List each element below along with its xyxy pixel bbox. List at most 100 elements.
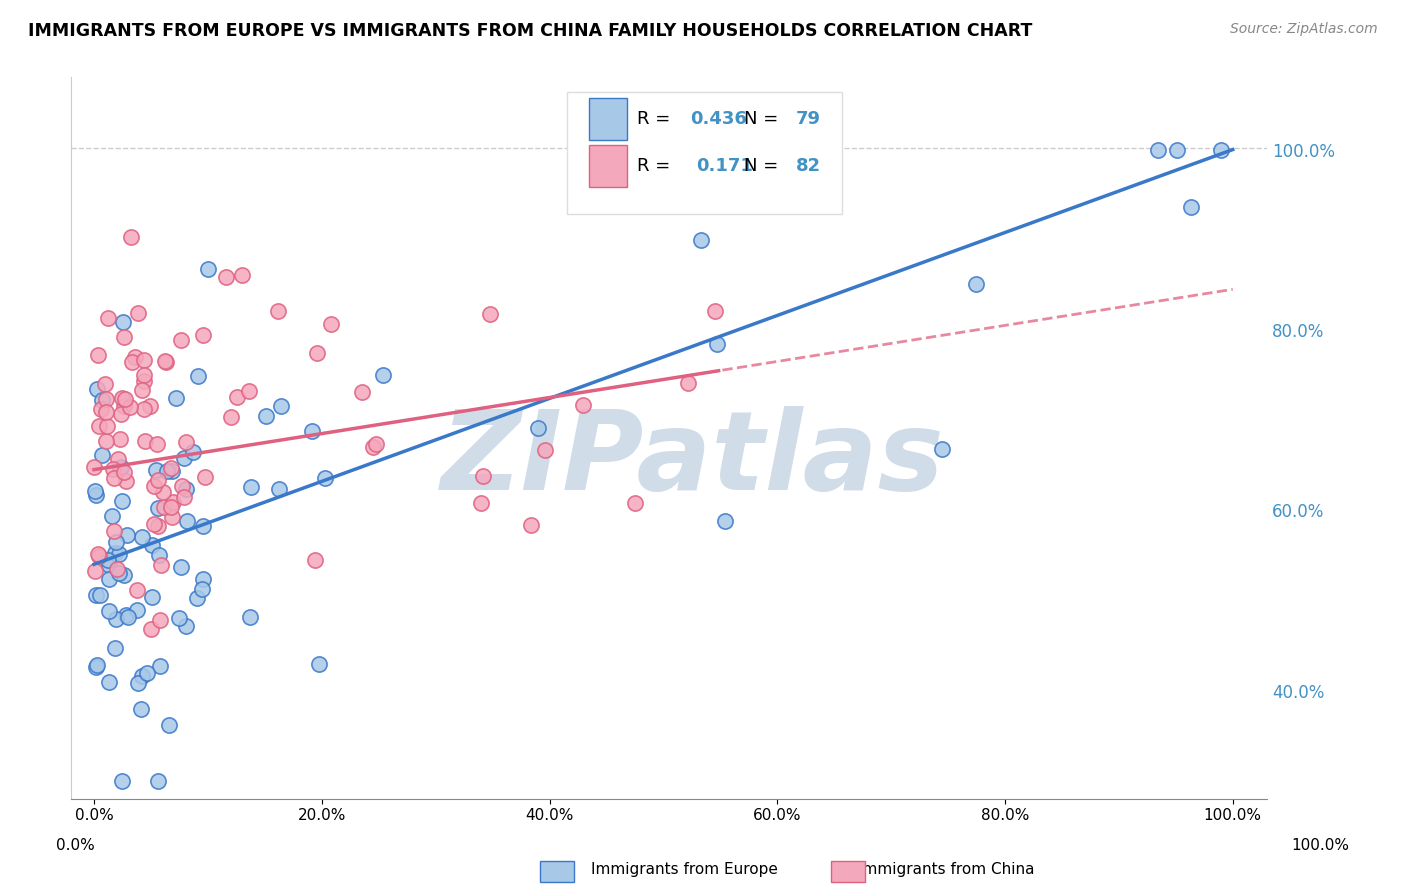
Point <box>87 419 110 434</box>
Point <box>96 404 118 418</box>
Point <box>87 348 110 362</box>
Point <box>111 391 134 405</box>
Point <box>194 470 217 484</box>
Point <box>108 461 131 475</box>
Text: 82: 82 <box>796 157 821 175</box>
Point <box>100 508 122 523</box>
Point <box>572 398 595 412</box>
Point <box>471 469 494 483</box>
Text: 79: 79 <box>796 110 821 128</box>
Point <box>173 490 195 504</box>
Point <box>98 572 121 586</box>
Point <box>219 410 242 425</box>
Point <box>127 676 149 690</box>
Point <box>135 665 157 680</box>
Point <box>713 514 735 528</box>
Point <box>103 471 125 485</box>
Point <box>131 702 153 716</box>
Point <box>120 230 142 244</box>
Point <box>84 484 107 499</box>
Point <box>148 773 170 788</box>
Point <box>364 437 387 451</box>
Point <box>131 669 153 683</box>
Point <box>110 460 132 475</box>
Point <box>108 547 131 561</box>
Text: 0.171: 0.171 <box>696 157 754 175</box>
Point <box>267 303 290 318</box>
Point <box>240 480 263 494</box>
Point <box>148 473 170 487</box>
Point <box>107 451 129 466</box>
Point <box>91 392 114 407</box>
Point <box>132 353 155 368</box>
Point <box>141 537 163 551</box>
Point <box>373 368 395 382</box>
Point <box>103 524 125 538</box>
Point <box>270 399 292 413</box>
Point <box>519 518 541 533</box>
Point <box>112 567 135 582</box>
Point <box>160 510 183 524</box>
Text: N =: N = <box>744 157 785 175</box>
Point <box>97 558 120 573</box>
Point <box>152 485 174 500</box>
Point <box>319 317 342 331</box>
Point <box>689 234 711 248</box>
Point <box>308 657 330 671</box>
Point <box>231 268 253 282</box>
Point <box>197 261 219 276</box>
Point <box>145 463 167 477</box>
Point <box>134 402 156 417</box>
Point <box>152 500 174 515</box>
Point <box>155 354 177 368</box>
Point <box>131 383 153 397</box>
FancyBboxPatch shape <box>589 97 627 140</box>
Point <box>160 461 183 475</box>
Point <box>162 495 184 509</box>
Point <box>96 418 118 433</box>
Point <box>90 401 112 416</box>
Text: Source: ZipAtlas.com: Source: ZipAtlas.com <box>1230 22 1378 37</box>
Point <box>84 660 107 674</box>
Point <box>143 479 166 493</box>
Point <box>114 399 136 413</box>
Point <box>86 547 108 561</box>
Point <box>139 622 162 636</box>
Point <box>174 482 197 496</box>
Point <box>176 434 198 449</box>
Point <box>170 334 193 348</box>
Point <box>160 500 183 515</box>
Point <box>115 474 138 488</box>
Point <box>86 382 108 396</box>
Point <box>624 496 647 510</box>
Point <box>112 465 135 479</box>
Point <box>361 440 384 454</box>
Point <box>239 609 262 624</box>
Point <box>254 409 277 423</box>
Point <box>176 514 198 528</box>
Point <box>108 432 131 446</box>
Point <box>105 562 128 576</box>
Point <box>134 368 156 383</box>
Point <box>350 385 373 400</box>
Point <box>307 346 329 360</box>
Point <box>191 572 214 586</box>
Point <box>124 351 146 365</box>
Point <box>134 434 156 448</box>
Text: R =: R = <box>637 110 676 128</box>
Point <box>86 658 108 673</box>
Point <box>146 500 169 515</box>
Point <box>156 464 179 478</box>
Point <box>162 464 184 478</box>
Point <box>91 448 114 462</box>
Point <box>704 303 727 318</box>
Point <box>105 612 128 626</box>
Point <box>534 442 557 457</box>
Point <box>117 609 139 624</box>
Point <box>97 311 120 326</box>
Point <box>174 619 197 633</box>
Point <box>215 270 238 285</box>
Point <box>165 391 187 405</box>
Point <box>120 400 142 414</box>
Point <box>134 374 156 388</box>
